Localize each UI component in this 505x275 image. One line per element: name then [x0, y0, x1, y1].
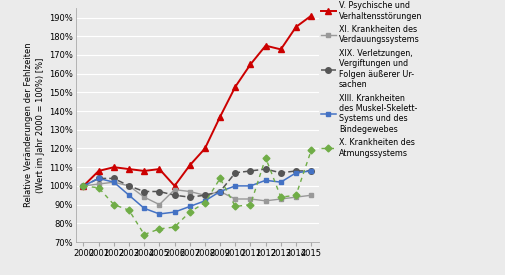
XIII. Krankheiten
des Muskel-Skelett-
Systems und des
Bindegewebes — [141, 207, 147, 210]
XIII. Krankheiten
des Muskel-Skelett-
Systems und des
Bindegewebes — [292, 171, 298, 174]
X. Krankheiten des
Atmungssystems — [201, 201, 208, 204]
X. Krankheiten des
Atmungssystems — [111, 203, 117, 206]
XI. Krankheiten des
Verdauungssystems — [277, 197, 283, 201]
X. Krankheiten des
Atmungssystems — [126, 208, 132, 212]
X. Krankheiten des
Atmungssystems — [277, 196, 283, 199]
X. Krankheiten des
Atmungssystems — [262, 156, 268, 160]
XIII. Krankheiten
des Muskel-Skelett-
Systems und des
Bindegewebes — [186, 205, 192, 208]
XI. Krankheiten des
Verdauungssystems — [141, 196, 147, 199]
XIII. Krankheiten
des Muskel-Skelett-
Systems und des
Bindegewebes — [262, 179, 268, 182]
Line: XI. Krankheiten des
Verdauungssystems: XI. Krankheiten des Verdauungssystems — [81, 180, 313, 207]
X. Krankheiten des
Atmungssystems — [292, 194, 298, 197]
V. Psychische und
Verhaltensstörungen — [80, 184, 86, 188]
V. Psychische und
Verhaltensstörungen — [308, 14, 314, 17]
V. Psychische und
Verhaltensstörungen — [217, 115, 223, 118]
X. Krankheiten des
Atmungssystems — [232, 205, 238, 208]
XIX. Verletzungen,
Vergiftungen und
Folgen äußerer Ur-
sachen — [201, 194, 208, 197]
V. Psychische und
Verhaltensstörungen — [247, 63, 253, 66]
XIX. Verletzungen,
Vergiftungen und
Folgen äußerer Ur-
sachen — [262, 167, 268, 171]
XIX. Verletzungen,
Vergiftungen und
Folgen äußerer Ur-
sachen — [171, 194, 177, 197]
XI. Krankheiten des
Verdauungssystems — [217, 190, 223, 193]
XIII. Krankheiten
des Muskel-Skelett-
Systems und des
Bindegewebes — [111, 180, 117, 184]
X. Krankheiten des
Atmungssystems — [141, 233, 147, 236]
Line: XIII. Krankheiten
des Muskel-Skelett-
Systems und des
Bindegewebes: XIII. Krankheiten des Muskel-Skelett- Sy… — [81, 169, 313, 216]
XIX. Verletzungen,
Vergiftungen und
Folgen äußerer Ur-
sachen — [308, 169, 314, 173]
XI. Krankheiten des
Verdauungssystems — [95, 182, 102, 186]
XIII. Krankheiten
des Muskel-Skelett-
Systems und des
Bindegewebes — [308, 169, 314, 173]
XI. Krankheiten des
Verdauungssystems — [171, 188, 177, 191]
XI. Krankheiten des
Verdauungssystems — [308, 194, 314, 197]
XIX. Verletzungen,
Vergiftungen und
Folgen äußerer Ur-
sachen — [232, 171, 238, 174]
V. Psychische und
Verhaltensstörungen — [186, 164, 192, 167]
X. Krankheiten des
Atmungssystems — [217, 177, 223, 180]
XI. Krankheiten des
Verdauungssystems — [262, 199, 268, 202]
XIII. Krankheiten
des Muskel-Skelett-
Systems und des
Bindegewebes — [80, 184, 86, 188]
V. Psychische und
Verhaltensstörungen — [171, 184, 177, 188]
XIII. Krankheiten
des Muskel-Skelett-
Systems und des
Bindegewebes — [156, 212, 162, 216]
XI. Krankheiten des
Verdauungssystems — [232, 197, 238, 201]
X. Krankheiten des
Atmungssystems — [247, 203, 253, 206]
V. Psychische und
Verhaltensstörungen — [262, 44, 268, 47]
X. Krankheiten des
Atmungssystems — [171, 226, 177, 229]
XI. Krankheiten des
Verdauungssystems — [292, 196, 298, 199]
XIX. Verletzungen,
Vergiftungen und
Folgen äußerer Ur-
sachen — [141, 190, 147, 193]
X. Krankheiten des
Atmungssystems — [80, 184, 86, 188]
X. Krankheiten des
Atmungssystems — [186, 210, 192, 214]
X. Krankheiten des
Atmungssystems — [308, 149, 314, 152]
V. Psychische und
Verhaltensstörungen — [111, 166, 117, 169]
XI. Krankheiten des
Verdauungssystems — [247, 197, 253, 201]
Line: V. Psychische und
Verhaltensstörungen: V. Psychische und Verhaltensstörungen — [81, 13, 313, 189]
V. Psychische und
Verhaltensstörungen — [277, 48, 283, 51]
XI. Krankheiten des
Verdauungssystems — [80, 184, 86, 188]
XIX. Verletzungen,
Vergiftungen und
Folgen äußerer Ur-
sachen — [277, 171, 283, 174]
V. Psychische und
Verhaltensstörungen — [95, 169, 102, 173]
XIII. Krankheiten
des Muskel-Skelett-
Systems und des
Bindegewebes — [277, 180, 283, 184]
XIX. Verletzungen,
Vergiftungen und
Folgen äußerer Ur-
sachen — [156, 190, 162, 193]
XIX. Verletzungen,
Vergiftungen und
Folgen äußerer Ur-
sachen — [95, 177, 102, 180]
XIX. Verletzungen,
Vergiftungen und
Folgen äußerer Ur-
sachen — [186, 196, 192, 199]
XIX. Verletzungen,
Vergiftungen und
Folgen äußerer Ur-
sachen — [292, 169, 298, 173]
XI. Krankheiten des
Verdauungssystems — [156, 203, 162, 206]
V. Psychische und
Verhaltensstörungen — [201, 147, 208, 150]
XIII. Krankheiten
des Muskel-Skelett-
Systems und des
Bindegewebes — [95, 177, 102, 180]
XIX. Verletzungen,
Vergiftungen und
Folgen äußerer Ur-
sachen — [111, 177, 117, 180]
V. Psychische und
Verhaltensstörungen — [141, 169, 147, 173]
Line: XIX. Verletzungen,
Vergiftungen und
Folgen äußerer Ur-
sachen: XIX. Verletzungen, Vergiftungen und Folg… — [81, 166, 313, 200]
V. Psychische und
Verhaltensstörungen — [156, 167, 162, 171]
XIX. Verletzungen,
Vergiftungen und
Folgen äußerer Ur-
sachen — [80, 184, 86, 188]
Y-axis label: Relative Veränderungen der Fehlzeiten
(Wert im Jahr 2000 = 100%) [%]: Relative Veränderungen der Fehlzeiten (W… — [24, 43, 45, 207]
XIII. Krankheiten
des Muskel-Skelett-
Systems und des
Bindegewebes — [171, 210, 177, 214]
V. Psychische und
Verhaltensstörungen — [292, 25, 298, 29]
XIX. Verletzungen,
Vergiftungen und
Folgen äußerer Ur-
sachen — [217, 190, 223, 193]
XI. Krankheiten des
Verdauungssystems — [111, 180, 117, 184]
XIII. Krankheiten
des Muskel-Skelett-
Systems und des
Bindegewebes — [126, 194, 132, 197]
Legend: V. Psychische und
Verhaltensstörungen, XI. Krankheiten des
Verdauungssystems, XI: V. Psychische und Verhaltensstörungen, X… — [321, 1, 422, 158]
XI. Krankheiten des
Verdauungssystems — [201, 194, 208, 197]
V. Psychische und
Verhaltensstörungen — [126, 167, 132, 171]
V. Psychische und
Verhaltensstörungen — [232, 85, 238, 89]
X. Krankheiten des
Atmungssystems — [95, 186, 102, 189]
XI. Krankheiten des
Verdauungssystems — [186, 190, 192, 193]
XIX. Verletzungen,
Vergiftungen und
Folgen äußerer Ur-
sachen — [126, 184, 132, 188]
XIII. Krankheiten
des Muskel-Skelett-
Systems und des
Bindegewebes — [247, 184, 253, 188]
Line: X. Krankheiten des
Atmungssystems: X. Krankheiten des Atmungssystems — [81, 148, 313, 237]
XIII. Krankheiten
des Muskel-Skelett-
Systems und des
Bindegewebes — [201, 199, 208, 202]
XIII. Krankheiten
des Muskel-Skelett-
Systems und des
Bindegewebes — [232, 184, 238, 188]
XI. Krankheiten des
Verdauungssystems — [126, 184, 132, 188]
X. Krankheiten des
Atmungssystems — [156, 227, 162, 230]
XIX. Verletzungen,
Vergiftungen und
Folgen äußerer Ur-
sachen — [247, 169, 253, 173]
XIII. Krankheiten
des Muskel-Skelett-
Systems und des
Bindegewebes — [217, 190, 223, 193]
